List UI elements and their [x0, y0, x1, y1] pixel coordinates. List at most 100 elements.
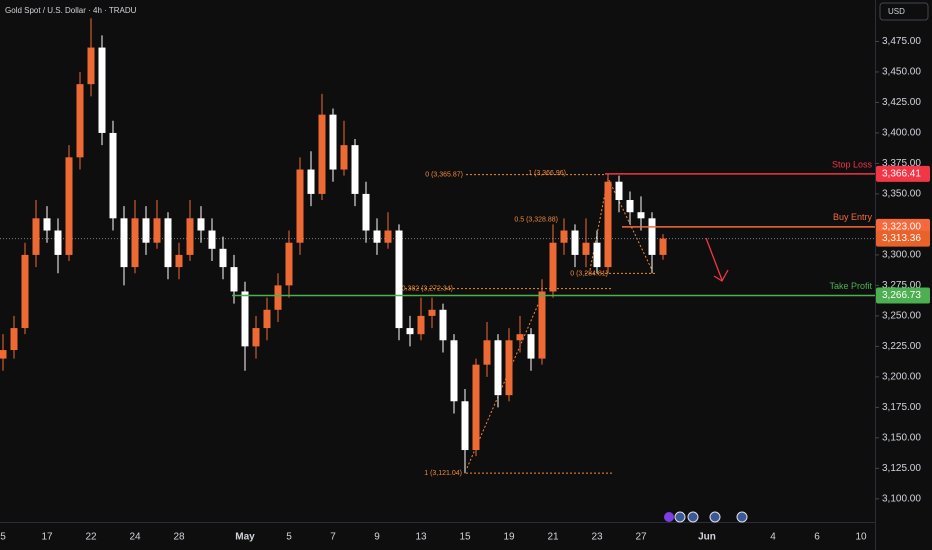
x-tick-label: 7 [330, 532, 336, 543]
y-tick-label: 3,250.00 [882, 311, 921, 322]
candle-body [439, 309, 447, 341]
candle-body [582, 242, 590, 255]
chart-title: Gold Spot / U.S. Dollar · 4h · TRADU [5, 6, 137, 15]
candle-body [153, 218, 161, 243]
candle-body [648, 218, 656, 255]
event-icon [709, 511, 721, 523]
event-icons [664, 511, 748, 523]
event-icon [736, 511, 748, 523]
candle-body [197, 218, 205, 231]
y-tick-label: 3,475.00 [882, 36, 921, 47]
candle-body [626, 200, 634, 213]
candle-body [604, 181, 612, 268]
candle-body [21, 254, 29, 329]
x-tick-label: 21 [547, 532, 559, 543]
candle-body [164, 218, 172, 268]
candle-body [516, 334, 524, 341]
price-box [876, 230, 930, 247]
x-tick-label: 6 [814, 532, 820, 543]
candle-body [560, 230, 568, 243]
x-tick-label: 27 [635, 532, 647, 543]
x-tick-label: 23 [591, 532, 603, 543]
plot-area: 0 (3,365.87) 1 (3,366.96) 0.5 (3,328.88) 0 … [0, 18, 875, 477]
candle-body [428, 309, 436, 316]
candle-body [109, 132, 117, 219]
x-tick-label: 28 [173, 532, 185, 543]
candle-body [307, 169, 315, 194]
y-tick-label: 3,100.00 [882, 493, 921, 504]
candle-body [318, 114, 326, 194]
x-tick-label: May [235, 532, 255, 543]
y-tick-label: 3,150.00 [882, 432, 921, 443]
event-icon [664, 512, 674, 522]
candle-body [175, 254, 183, 268]
candle-body [76, 84, 84, 158]
candle-body [263, 309, 271, 329]
fib-label: 0.5 (3,328.88) [514, 217, 558, 224]
candle-body [87, 47, 95, 85]
candle-body [296, 169, 304, 243]
y-tick-label: 3,375.00 [882, 158, 921, 169]
candle-body [362, 193, 370, 231]
candle-body [450, 340, 458, 402]
x-tick-label: 24 [129, 532, 141, 543]
candle-body [32, 218, 40, 255]
current-price-label: 3,313.36 [882, 233, 921, 244]
candle-body [285, 242, 293, 286]
level-name: Stop Loss [832, 159, 873, 169]
level-price: 3,266.73 [882, 290, 921, 301]
candle-body [395, 230, 403, 329]
candle-body [0, 350, 7, 359]
candle-body [43, 218, 51, 231]
fib-label: 1 (3,121.04) [424, 470, 462, 477]
candle-body [274, 285, 282, 310]
x-tick-label: 10 [855, 532, 867, 543]
x-tick-label: 9 [374, 532, 380, 543]
candle-body [571, 230, 579, 255]
candle-body [549, 242, 557, 292]
x-tick-label: 19 [503, 532, 515, 543]
event-icon [687, 511, 699, 523]
candle-body [142, 218, 150, 243]
x-tick-label: 17 [41, 532, 53, 543]
candle-body [505, 340, 513, 396]
x-tick-label: 15 [459, 532, 471, 543]
candle-body [131, 218, 139, 268]
y-tick-label: 3,225.00 [882, 341, 921, 352]
down-arrow [705, 237, 729, 282]
candle-body [494, 340, 502, 396]
candle-body [659, 238, 667, 255]
candle-body [208, 230, 216, 249]
candle-body [373, 230, 381, 243]
candle-body [10, 328, 18, 351]
candle-body [637, 212, 645, 219]
y-tick-label: 3,350.00 [882, 189, 921, 200]
candle-body [406, 328, 414, 335]
candle-body [329, 114, 337, 170]
candle-body [384, 230, 392, 243]
fib-label: 0.382 (3,272.34) [402, 285, 453, 292]
candle-body [461, 401, 469, 451]
y-tick-label: 3,200.00 [882, 372, 921, 383]
candle-body [186, 218, 194, 255]
y-tick-label: 3,275.00 [882, 280, 921, 291]
x-tick-label: 5 [0, 532, 6, 543]
candle-body [615, 181, 623, 201]
fib-label: 0 (3,284.81) [570, 270, 608, 277]
currency[interactable]: USD [888, 7, 905, 16]
candle-body [417, 315, 425, 335]
price-box [876, 165, 930, 182]
x-tick-label: Jun [698, 532, 716, 543]
candle-body [120, 218, 128, 268]
candle-body [472, 364, 480, 451]
y-tick-label: 3,125.00 [882, 463, 921, 474]
candle-body [483, 340, 491, 365]
currency-box[interactable] [879, 2, 929, 21]
candle-body [241, 291, 249, 347]
candle-body [65, 157, 73, 255]
y-tick-label: 3,175.00 [882, 402, 921, 413]
event-icon [674, 511, 686, 523]
